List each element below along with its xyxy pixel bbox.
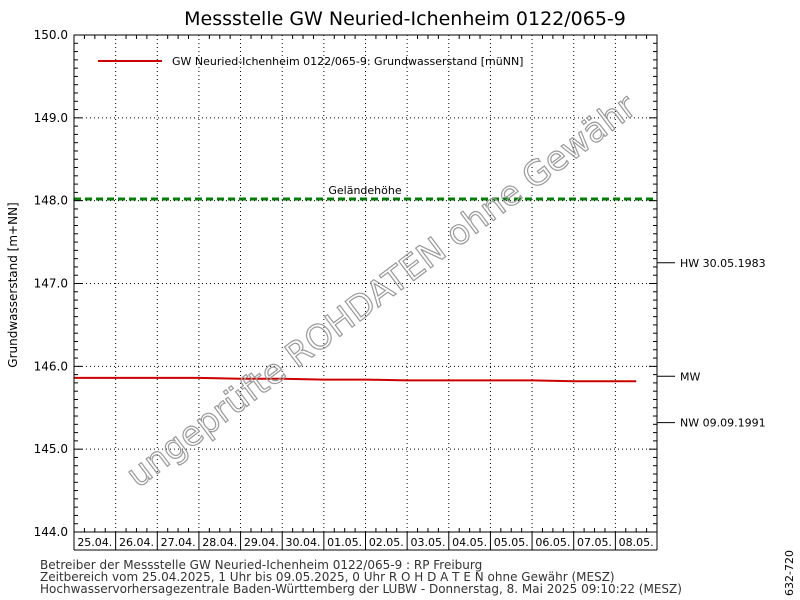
y-tick-label: 150.0: [34, 28, 68, 42]
side-code: 632-720: [783, 550, 796, 596]
y-tick-label: 149.0: [34, 111, 68, 125]
x-tick-label: 07.05.: [577, 536, 612, 549]
legend-label: GW Neuried-Ichenheim 0122/065-9: Grundwa…: [172, 55, 523, 68]
y-ticks: 144.0 145.0 146.0 147.0 148.0 149.0 150.0: [34, 28, 657, 539]
x-tick-label: 02.05.: [369, 536, 404, 549]
x-ticks: 25.04. 26.04. 27.04. 28.04. 29.04. 30.04. 01.0…: [73, 35, 658, 551]
x-tick-label: 08.05.: [619, 536, 654, 549]
marker-label: NW 09.09.1991: [680, 417, 766, 430]
series-lines: [74, 376, 637, 383]
x-tick-label: 29.04.: [244, 536, 279, 549]
x-tick-label: 03.05.: [410, 536, 445, 549]
y-axis-label: Grundwasserstand [m+NN]: [6, 202, 20, 367]
y-tick-label: 146.0: [34, 359, 68, 373]
x-tick-label: 25.04.: [77, 536, 112, 549]
x-tick-label: 01.05.: [327, 536, 362, 549]
grid-lines: [74, 35, 657, 532]
y-tick-label: 145.0: [34, 442, 68, 456]
y-tick-label: 144.0: [34, 525, 68, 539]
reference-line-label: Geländehöhe: [328, 184, 401, 197]
marker-label: MW: [680, 370, 700, 383]
right-markers: HW 30.05.1983 MW NW 09.09.1991: [657, 257, 766, 430]
x-tick-label: 06.05.: [535, 536, 570, 549]
x-tick-label: 26.04.: [119, 536, 154, 549]
x-tick-label: 27.04.: [161, 536, 196, 549]
y-tick-label: 147.0: [34, 277, 68, 291]
footer-line-2: Zeitbereich vom 25.04.2025, 1 Uhr bis 09…: [40, 570, 615, 584]
y-tick-label: 148.0: [34, 194, 68, 208]
x-tick-label: 30.04.: [286, 536, 321, 549]
chart-title: Messstelle GW Neuried-Ichenheim 0122/065…: [184, 8, 626, 30]
series-line: [74, 376, 637, 383]
x-tick-label: 28.04.: [202, 536, 237, 549]
x-tick-label: 05.05.: [494, 536, 529, 549]
footer-line-1: Betreiber der Messstelle GW Neuried-Iche…: [40, 558, 482, 572]
legend: GW Neuried-Ichenheim 0122/065-9: Grundwa…: [98, 55, 523, 68]
footer-line-3: Hochwasservorhersagezentrale Baden-Württ…: [40, 582, 682, 596]
reference-lines: Geländehöhe: [74, 184, 657, 201]
marker-label: HW 30.05.1983: [680, 257, 766, 270]
x-tick-label: 04.05.: [452, 536, 487, 549]
